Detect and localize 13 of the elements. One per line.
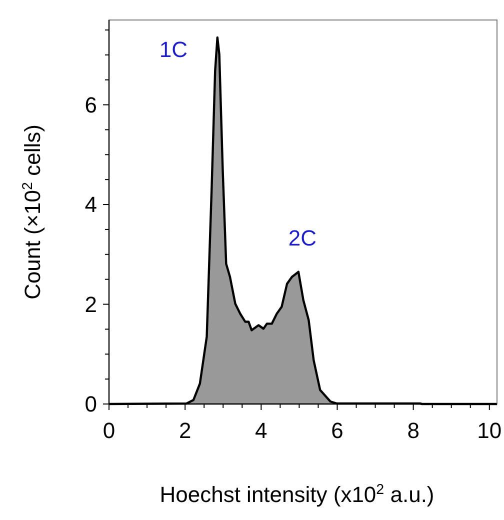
y-tick-label: 2: [84, 292, 97, 317]
x-axis-title: Hoechst intensity (x10$^{2}$ a.u.): [160, 482, 434, 507]
x-tick-label: 0: [102, 418, 116, 443]
x-tick-label: 6: [331, 418, 344, 443]
x-tick-label: 10: [477, 418, 502, 443]
y-tick-label: 4: [84, 192, 97, 218]
y-tick-label: 0: [84, 392, 97, 417]
annotation: 2C: [288, 226, 317, 251]
x-tick-label: 8: [407, 418, 420, 443]
x-tick-label: 2: [178, 418, 192, 443]
x-tick-label: 4: [255, 418, 268, 443]
annotation: 1C: [159, 37, 188, 62]
y-tick-label: 6: [84, 92, 97, 118]
